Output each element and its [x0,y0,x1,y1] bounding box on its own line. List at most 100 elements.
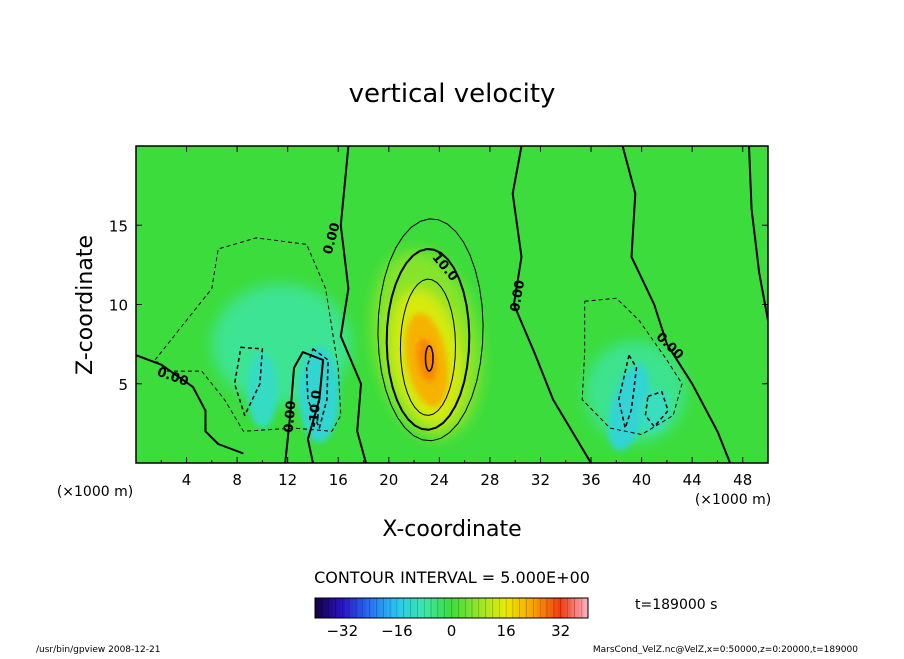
colorbar-cell [579,598,585,618]
zero-contour-far-right [748,146,768,321]
updraft-contour-25 [424,344,434,372]
y-axis-ticks: 5 10 15 [109,217,768,394]
colorbar-cell [477,598,482,618]
zero-contour-mid [511,146,592,463]
colorbar-cell [451,598,457,618]
colorbar-cell [404,598,410,618]
colorbar-cell [532,598,538,618]
colorbar-cell [468,598,474,618]
colorbar-cell [361,598,367,618]
colorbar-cell [549,598,555,618]
x-tick-label: 24 [430,471,449,489]
x-tick-label: 12 [278,471,297,489]
contour-interval-text: CONTOUR INTERVAL = 5.000E+00 [314,568,590,587]
colorbar-cell [506,598,512,618]
downdraft-right-layer-1 [608,364,650,451]
colorbar-cell [349,598,354,618]
downdraft-left-layer-2 [247,352,278,429]
colorbar-cell [370,598,376,618]
colorbar-frame [314,597,589,619]
colorbar-cell [378,598,384,618]
colorbar-cell [332,598,337,618]
neg-contour-left-inner [305,348,329,429]
colorbar-cell [447,598,452,618]
colorbar [314,597,589,619]
x-tick-label: 44 [683,471,702,489]
contour-lines [136,146,768,463]
colorbar-cell [460,598,465,618]
colorbar-cell [472,598,478,618]
time-text: t=189000 s [635,597,717,613]
y-axis-label: Z-coordinate [73,235,98,375]
plot-area [136,146,768,463]
colorbar-tick-label: −16 [381,622,413,640]
colorbar-cell [519,598,525,618]
zero-contour-right [621,146,732,463]
colorbar-ticks: −32 −16 0 16 32 [326,622,570,640]
x-tick-label: 16 [329,471,348,489]
zero-contour-center-left [284,351,325,463]
colorbar-cell [566,598,572,618]
updraft-contour-5 [377,218,484,442]
color-field [211,250,686,451]
contour-label-2: 0.00 [508,279,528,313]
colorbar-cell [498,598,504,618]
colorbar-cell [340,598,346,618]
colorbar-cell [511,598,516,618]
colorbar-cell [536,598,542,618]
y-tick-label: 15 [109,217,128,235]
neg-contour-right-outer [581,297,683,435]
x-tick-label: 20 [379,471,398,489]
colorbar-cell [374,598,380,618]
y-tick-label: 10 [109,297,128,315]
neg-contour-left-inner2 [233,346,264,417]
neg-contour-right-inner [618,354,638,429]
x-tick-label: 48 [733,471,752,489]
colorbar-cell [438,598,444,618]
updraft-contour-15 [399,278,456,416]
colorbar-cell [481,598,487,618]
x-tick-label: 40 [632,471,651,489]
x-tick-label: 28 [480,471,499,489]
colorbar-cell [413,598,418,618]
colorbar-cell [327,598,333,618]
colorbar-tick-label: 32 [551,622,570,640]
colorbar-cell [315,598,320,618]
x-tick-label: 32 [531,471,550,489]
colorbar-cell [464,598,470,618]
colorbar-cell [575,598,580,618]
x-unit-right: (×1000 m) [695,492,771,508]
colorbar-cell [515,598,521,618]
colorbar-tick-label: −32 [326,622,358,640]
colorbar-cell [541,598,546,618]
chart-title: vertical velocity [349,79,556,109]
colorbar-cell [434,598,440,618]
colorbar-cell [562,598,568,618]
colorbar-cell [570,598,576,618]
x-tick-label: 4 [182,471,192,489]
colorbar-cell [417,598,423,618]
footer-left: /usr/bin/gpview 2008-12-21 [36,645,160,654]
colorbar-cell [553,598,559,618]
colorbar-cell [323,598,329,618]
colorbar-cell [502,598,508,618]
colorbar-cell [357,598,363,618]
colorbar-cell [408,598,414,618]
neg-contour-left-outer [154,237,342,432]
colorbar-cell [528,598,534,618]
x-tick-label: 8 [232,471,242,489]
colorbar-cell [336,598,342,618]
x-unit-left: (×1000 m) [57,484,133,500]
colorbar-cell [366,598,371,618]
colorbar-cell [396,598,401,618]
contour-label-5: -10.0 [307,389,325,428]
colorbar-cell [442,598,448,618]
colorbar-cell [391,598,397,618]
colorbar-cell [494,598,499,618]
x-tick-label: 36 [581,471,600,489]
zero-contour-lower-left [136,354,244,455]
colorbar-cell [400,598,406,618]
colorbar-tick-label: 0 [447,622,457,640]
colorbar-tick-label: 16 [497,622,516,640]
